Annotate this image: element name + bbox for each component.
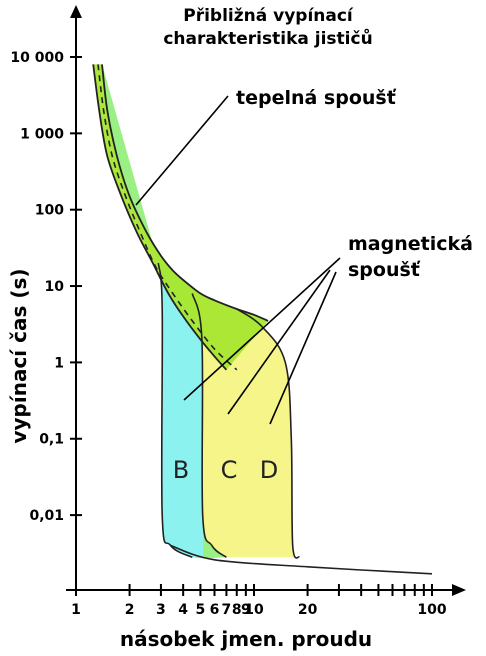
x-tick-label: 5: [196, 602, 206, 618]
bottom-boundary-line: [170, 544, 433, 575]
y-tick-label: 1: [54, 355, 64, 371]
plot-areas: [93, 64, 300, 559]
x-axis-title: násobek jmen. proudu: [120, 627, 372, 651]
x-tick-label: 2: [125, 602, 135, 618]
chart-title-line: charakteristika jističů: [163, 27, 372, 49]
y-tick-label: 0,01: [29, 508, 64, 524]
curve-c-boundary: [191, 293, 227, 558]
annotation-magnetic-pointer: [269, 271, 337, 425]
curve-label-c: C: [221, 456, 238, 484]
area-b: [158, 263, 204, 558]
x-tick-label: 20: [298, 602, 318, 618]
x-tick-label: 9: [241, 602, 251, 618]
x-tick-label: 3: [156, 602, 166, 618]
x-tick-label: 10: [244, 602, 264, 618]
y-axis-title: vypínací čas (s): [7, 268, 31, 443]
x-tick-label: 8: [232, 602, 242, 618]
x-tick-label: 1: [71, 602, 81, 618]
y-axis-arrow: [70, 5, 82, 18]
annotation-magnetic-pointer: [227, 269, 331, 415]
curve-d-boundary: [236, 308, 301, 559]
x-tick-label: 6: [210, 602, 220, 618]
y-tick-label: 1 000: [20, 126, 64, 142]
y-tick-label: 10: [45, 279, 65, 295]
annotation-magnetic-line: magnetická: [348, 233, 473, 255]
x-tick-label: 100: [417, 602, 446, 618]
annotation-thermal: tepelná spoušť: [236, 87, 397, 109]
curve-label-b: B: [173, 456, 189, 484]
annotation-magnetic-line: spoušť: [348, 259, 421, 281]
chart-title-line: Přibližná vypínací: [183, 6, 354, 26]
annotations: tepelná spoušť magnetická spoušť: [135, 87, 473, 425]
x-axis-arrow: [452, 584, 466, 596]
thermal-lower-curve: [92, 64, 228, 371]
annotation-thermal-pointer: [135, 95, 229, 206]
y-tick-label: 0,1: [39, 432, 64, 448]
x-tick-label: 4: [178, 602, 188, 618]
curve-label-d: D: [260, 456, 278, 484]
thermal-middle-dashed: [97, 64, 238, 371]
axes: [66, 5, 466, 596]
plot-lines: [92, 64, 433, 575]
curve-b-boundary: [157, 263, 193, 559]
annotation-magnetic-pointer: [183, 257, 341, 401]
y-tick-label: 10 000: [10, 50, 64, 66]
y-tick-label: 100: [35, 203, 64, 219]
x-tick-label: 7: [222, 602, 232, 618]
